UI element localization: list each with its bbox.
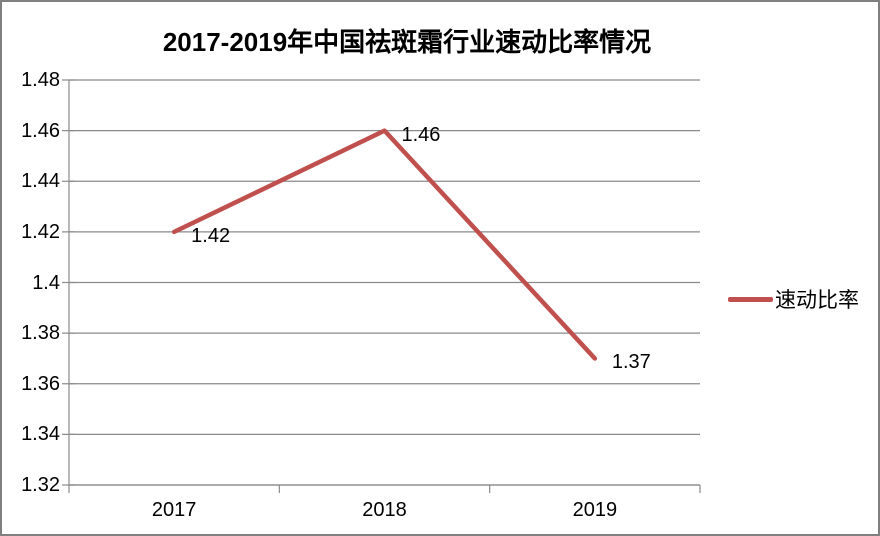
legend: 速动比率 xyxy=(728,284,859,314)
series-line xyxy=(171,128,598,361)
y-tick-label: 1.34 xyxy=(21,423,60,446)
legend-line-swatch xyxy=(728,296,773,302)
y-tick-label: 1.36 xyxy=(21,372,60,395)
y-tick-label: 1.46 xyxy=(21,119,60,142)
data-point-label: 1.37 xyxy=(611,351,651,374)
legend-series-label: 速动比率 xyxy=(775,289,859,312)
x-tick-label: 2019 xyxy=(572,499,618,521)
y-tick-label: 1.44 xyxy=(21,170,60,193)
y-tick-label: 1.32 xyxy=(21,474,60,496)
y-tick-label: 1.42 xyxy=(21,220,60,243)
y-tick-label: 1.4 xyxy=(32,271,60,294)
x-tick-label: 2017 xyxy=(151,499,197,521)
chart-title: 2017-2019年中国祛斑霜行业速动比率情况 xyxy=(162,27,652,57)
data-point-label: 1.46 xyxy=(401,123,441,146)
data-point-label: 1.42 xyxy=(191,224,231,247)
x-tick-label: 2018 xyxy=(362,499,407,521)
y-tick-label: 1.38 xyxy=(21,322,60,345)
y-tick-label: 1.48 xyxy=(21,69,60,91)
